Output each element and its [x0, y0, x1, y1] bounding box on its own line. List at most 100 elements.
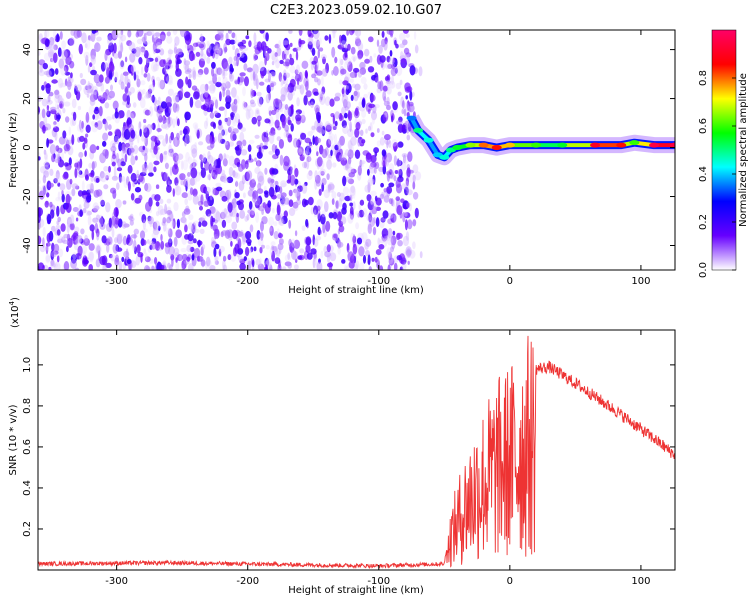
noise-blob: [283, 197, 290, 205]
noise-blob: [104, 76, 110, 84]
noise-blob: [246, 170, 253, 181]
noise-blob: [154, 32, 161, 37]
track-point: [504, 142, 515, 148]
noise-blob: [222, 158, 228, 167]
noise-blob: [134, 46, 141, 58]
noise-blob: [155, 201, 160, 207]
noise-blob: [137, 91, 142, 101]
spectrogram-x-ticks: -300 -200 -100 0 100: [105, 30, 650, 287]
noise-blob: [203, 120, 208, 130]
noise-blob: [213, 209, 220, 220]
noise-blob: [391, 238, 396, 250]
noise-blob: [339, 192, 345, 202]
noise-blob: [82, 142, 86, 150]
noise-blob: [345, 176, 351, 183]
noise-blob: [208, 163, 212, 174]
noise-blob: [306, 252, 313, 260]
noise-blob: [352, 233, 356, 245]
noise-blob: [259, 81, 265, 86]
noise-blob: [138, 174, 144, 183]
noise-blob: [68, 126, 72, 136]
noise-blob: [406, 248, 412, 258]
noise-blob: [162, 151, 167, 160]
noise-blob: [282, 266, 287, 270]
noise-blob: [46, 232, 51, 243]
noise-blob: [321, 210, 326, 218]
noise-blob: [298, 30, 303, 36]
noise-blob: [121, 256, 125, 263]
noise-blob: [404, 219, 408, 231]
noise-blob: [366, 194, 372, 202]
noise-blob: [341, 106, 346, 115]
noise-blob: [347, 213, 354, 224]
noise-blob: [97, 95, 102, 102]
noise-blob: [228, 125, 235, 131]
noise-blob: [98, 216, 104, 227]
noise-blob: [125, 102, 131, 109]
noise-blob: [108, 235, 112, 243]
noise-blob: [377, 237, 381, 246]
noise-blob: [318, 91, 325, 98]
noise-blob: [69, 178, 73, 185]
noise-blob: [246, 67, 253, 73]
noise-blob: [324, 250, 331, 258]
noise-blob: [96, 36, 102, 42]
noise-blob: [135, 255, 140, 266]
noise-blob: [387, 63, 393, 69]
noise-blob: [287, 116, 291, 124]
noise-blob: [160, 240, 165, 250]
noise-blob: [168, 246, 176, 256]
noise-blob: [359, 199, 365, 206]
noise-blob: [278, 218, 285, 226]
noise-blob: [140, 46, 146, 53]
noise-blob: [345, 265, 350, 270]
noise-blob: [272, 207, 275, 214]
noise-blob: [292, 201, 299, 209]
noise-blob: [280, 182, 288, 187]
noise-blob: [184, 91, 191, 99]
noise-blob: [277, 220, 284, 226]
noise-blob: [107, 124, 112, 131]
noise-blob: [301, 110, 305, 120]
noise-blob: [185, 60, 191, 66]
noise-blob: [384, 138, 391, 145]
noise-blob: [295, 50, 299, 61]
noise-blob: [206, 145, 213, 151]
noise-blob: [190, 167, 198, 179]
noise-blob: [207, 43, 212, 53]
noise-blob: [70, 72, 73, 79]
noise-blob: [163, 172, 169, 182]
colorbar-label: Normalized spectral amplitude: [738, 73, 749, 227]
noise-blob: [402, 30, 409, 34]
noise-blob: [159, 208, 167, 215]
noise-blob: [194, 99, 202, 109]
noise-blob: [162, 138, 167, 147]
noise-blob: [339, 154, 344, 161]
noise-blob: [316, 70, 323, 76]
noise-blob: [271, 250, 275, 262]
noise-blob: [67, 218, 75, 225]
noise-blob: [326, 255, 331, 263]
noise-blob: [48, 182, 54, 188]
noise-blob: [96, 120, 103, 130]
noise-blob: [192, 188, 198, 197]
noise-blob: [163, 76, 168, 82]
noise-blob: [263, 190, 269, 195]
noise-blob: [108, 217, 112, 228]
noise-blob: [389, 50, 393, 57]
noise-blob: [103, 172, 111, 179]
noise-blob: [399, 32, 406, 41]
noise-blob: [332, 162, 337, 168]
noise-blob: [120, 34, 127, 42]
noise-blob: [245, 238, 252, 245]
noise-blob: [310, 101, 314, 108]
noise-blob: [118, 172, 122, 183]
noise-blob: [54, 89, 60, 96]
noise-blob: [349, 202, 354, 207]
noise-blob: [390, 172, 395, 180]
noise-blob: [388, 57, 395, 65]
noise-blob: [186, 256, 191, 262]
noise-blob: [88, 105, 95, 116]
noise-blob: [172, 152, 179, 162]
